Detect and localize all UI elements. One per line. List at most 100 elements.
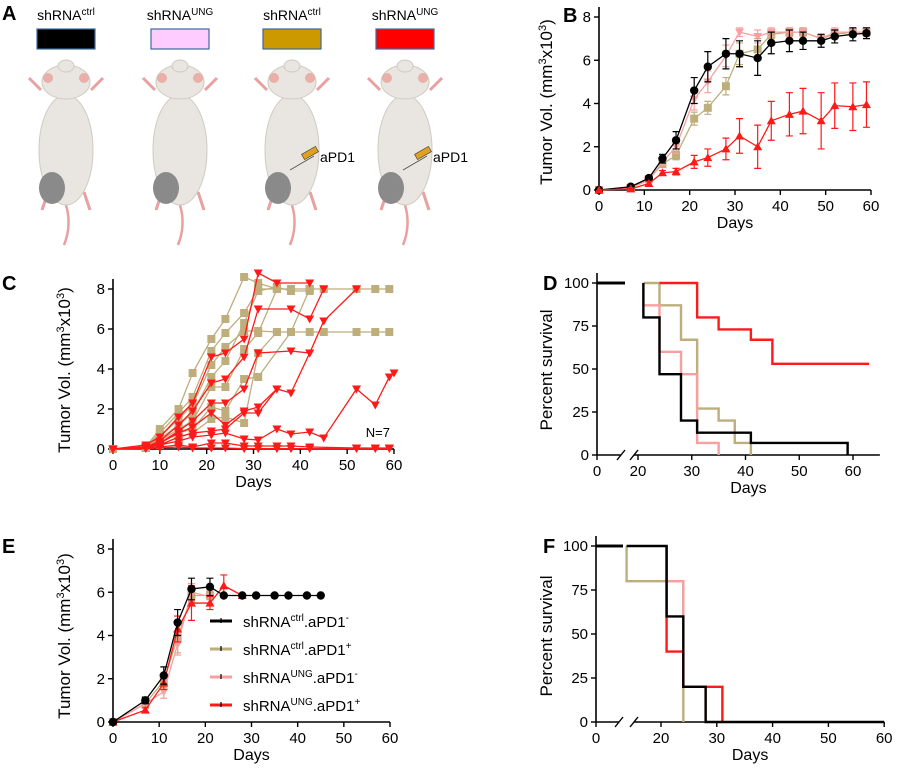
- data-point: [141, 696, 150, 705]
- data-point: [286, 445, 296, 454]
- data-point: [657, 168, 667, 177]
- data-point: [735, 131, 745, 140]
- data-point: [220, 399, 230, 408]
- legend-label: shRNActrl.aPD1+: [243, 641, 352, 659]
- data-point: [848, 102, 858, 111]
- data-point: [319, 285, 329, 294]
- series-line: [598, 31, 867, 191]
- data-point: [239, 335, 249, 344]
- tumor-icon: [153, 172, 179, 204]
- x-tick-label: 0: [595, 198, 603, 215]
- treatment-label: aPD1: [433, 149, 468, 165]
- group-label-base: shRNA: [147, 7, 192, 23]
- series: [108, 583, 215, 727]
- x-tick-label: 40: [764, 730, 781, 747]
- chart-panel-d: 0 20 30 40 50 60 0 25 50 75 100 Days: [564, 273, 880, 497]
- syringe-icon: [402, 145, 432, 171]
- chart-panel-c: 0 10 20 30 40 50 60 0 2 4 6 8 Days N=7: [97, 269, 403, 491]
- axis-break-mark: [616, 449, 626, 461]
- data-point: [220, 375, 230, 384]
- data-point: [174, 443, 184, 452]
- series: [597, 281, 753, 455]
- x-tick-label: 40: [289, 730, 306, 747]
- survival-curve: [659, 281, 870, 366]
- y-axis-title: Percent survival: [537, 576, 556, 697]
- data-point: [816, 36, 826, 45]
- series-line: [598, 32, 867, 191]
- x-tick-label: 50: [817, 198, 834, 215]
- chart-panel-e: 0 10 20 30 40 50 6002468DaysshRNActrl.aPD1-shR…: [97, 539, 398, 764]
- data-point: [207, 373, 216, 381]
- data-point: [286, 430, 296, 439]
- data-point: [140, 705, 150, 714]
- group-color-box: [36, 28, 96, 50]
- series: [596, 544, 707, 722]
- x-tick-label: 20: [198, 457, 215, 474]
- data-point: [240, 375, 249, 383]
- series: [597, 281, 720, 455]
- series: [596, 544, 724, 722]
- y-axis-title: Percent survival: [537, 310, 556, 431]
- data-point: [254, 279, 263, 287]
- data-point: [240, 327, 249, 335]
- data-point: [862, 29, 871, 38]
- panel-label-d: D: [543, 273, 557, 295]
- data-point: [220, 439, 230, 448]
- group-label: shRNAUNG: [147, 7, 214, 23]
- legend-label: shRNAUNG.aPD1-: [243, 669, 358, 687]
- data-point: [626, 184, 636, 193]
- data-point: [721, 82, 730, 91]
- y-tick-label: 25: [572, 404, 589, 421]
- x-tick-label: 0: [593, 463, 601, 480]
- y-tick-label: 8: [97, 541, 105, 558]
- series: [108, 285, 362, 454]
- series: [597, 281, 870, 366]
- data-point: [207, 361, 216, 369]
- series: [108, 577, 325, 727]
- survival-curve: [665, 546, 707, 722]
- data-point: [239, 353, 249, 362]
- y-tick-label: 2: [97, 401, 105, 418]
- tumor-icon: [39, 172, 65, 204]
- data-point: [173, 640, 183, 649]
- group-color-box: [150, 28, 210, 50]
- data-point: [385, 285, 394, 293]
- data-point: [644, 179, 654, 188]
- series: [109, 588, 214, 726]
- data-point: [305, 445, 315, 454]
- data-point: [219, 581, 229, 590]
- data-point: [174, 409, 183, 417]
- legend-item: shRNAUNG.aPD1-: [210, 669, 358, 687]
- data-point: [253, 269, 263, 278]
- data-point: [272, 328, 281, 336]
- data-point: [305, 328, 314, 336]
- tumor-icon: [378, 172, 404, 204]
- data-point: [159, 671, 168, 680]
- data-point: [239, 445, 249, 454]
- y-tick-label: 0: [580, 714, 588, 731]
- group-label-base: shRNA: [263, 7, 308, 23]
- series-line: [598, 103, 867, 191]
- data-point: [286, 347, 296, 356]
- data-point: [370, 445, 380, 454]
- x-tick-label: 60: [386, 457, 403, 474]
- data-point: [671, 136, 681, 145]
- data-point: [352, 285, 362, 294]
- data-point: [206, 444, 216, 453]
- data-point: [371, 285, 380, 293]
- series: [596, 544, 685, 722]
- tumor-icon: [265, 172, 291, 204]
- data-point: [861, 100, 871, 109]
- x-tick-label: 20: [653, 730, 670, 747]
- y-tick-label: 100: [563, 538, 588, 555]
- data-point: [385, 328, 394, 336]
- series-line: [112, 591, 211, 723]
- treatment-group: shRNAUNG aPD1: [366, 7, 468, 246]
- x-axis-title: Days: [730, 480, 766, 497]
- data-point: [254, 329, 263, 337]
- data-point: [207, 335, 216, 343]
- data-point: [187, 584, 196, 594]
- x-tick-label: 30: [243, 730, 260, 747]
- data-point: [798, 36, 808, 45]
- data-point: [753, 142, 763, 151]
